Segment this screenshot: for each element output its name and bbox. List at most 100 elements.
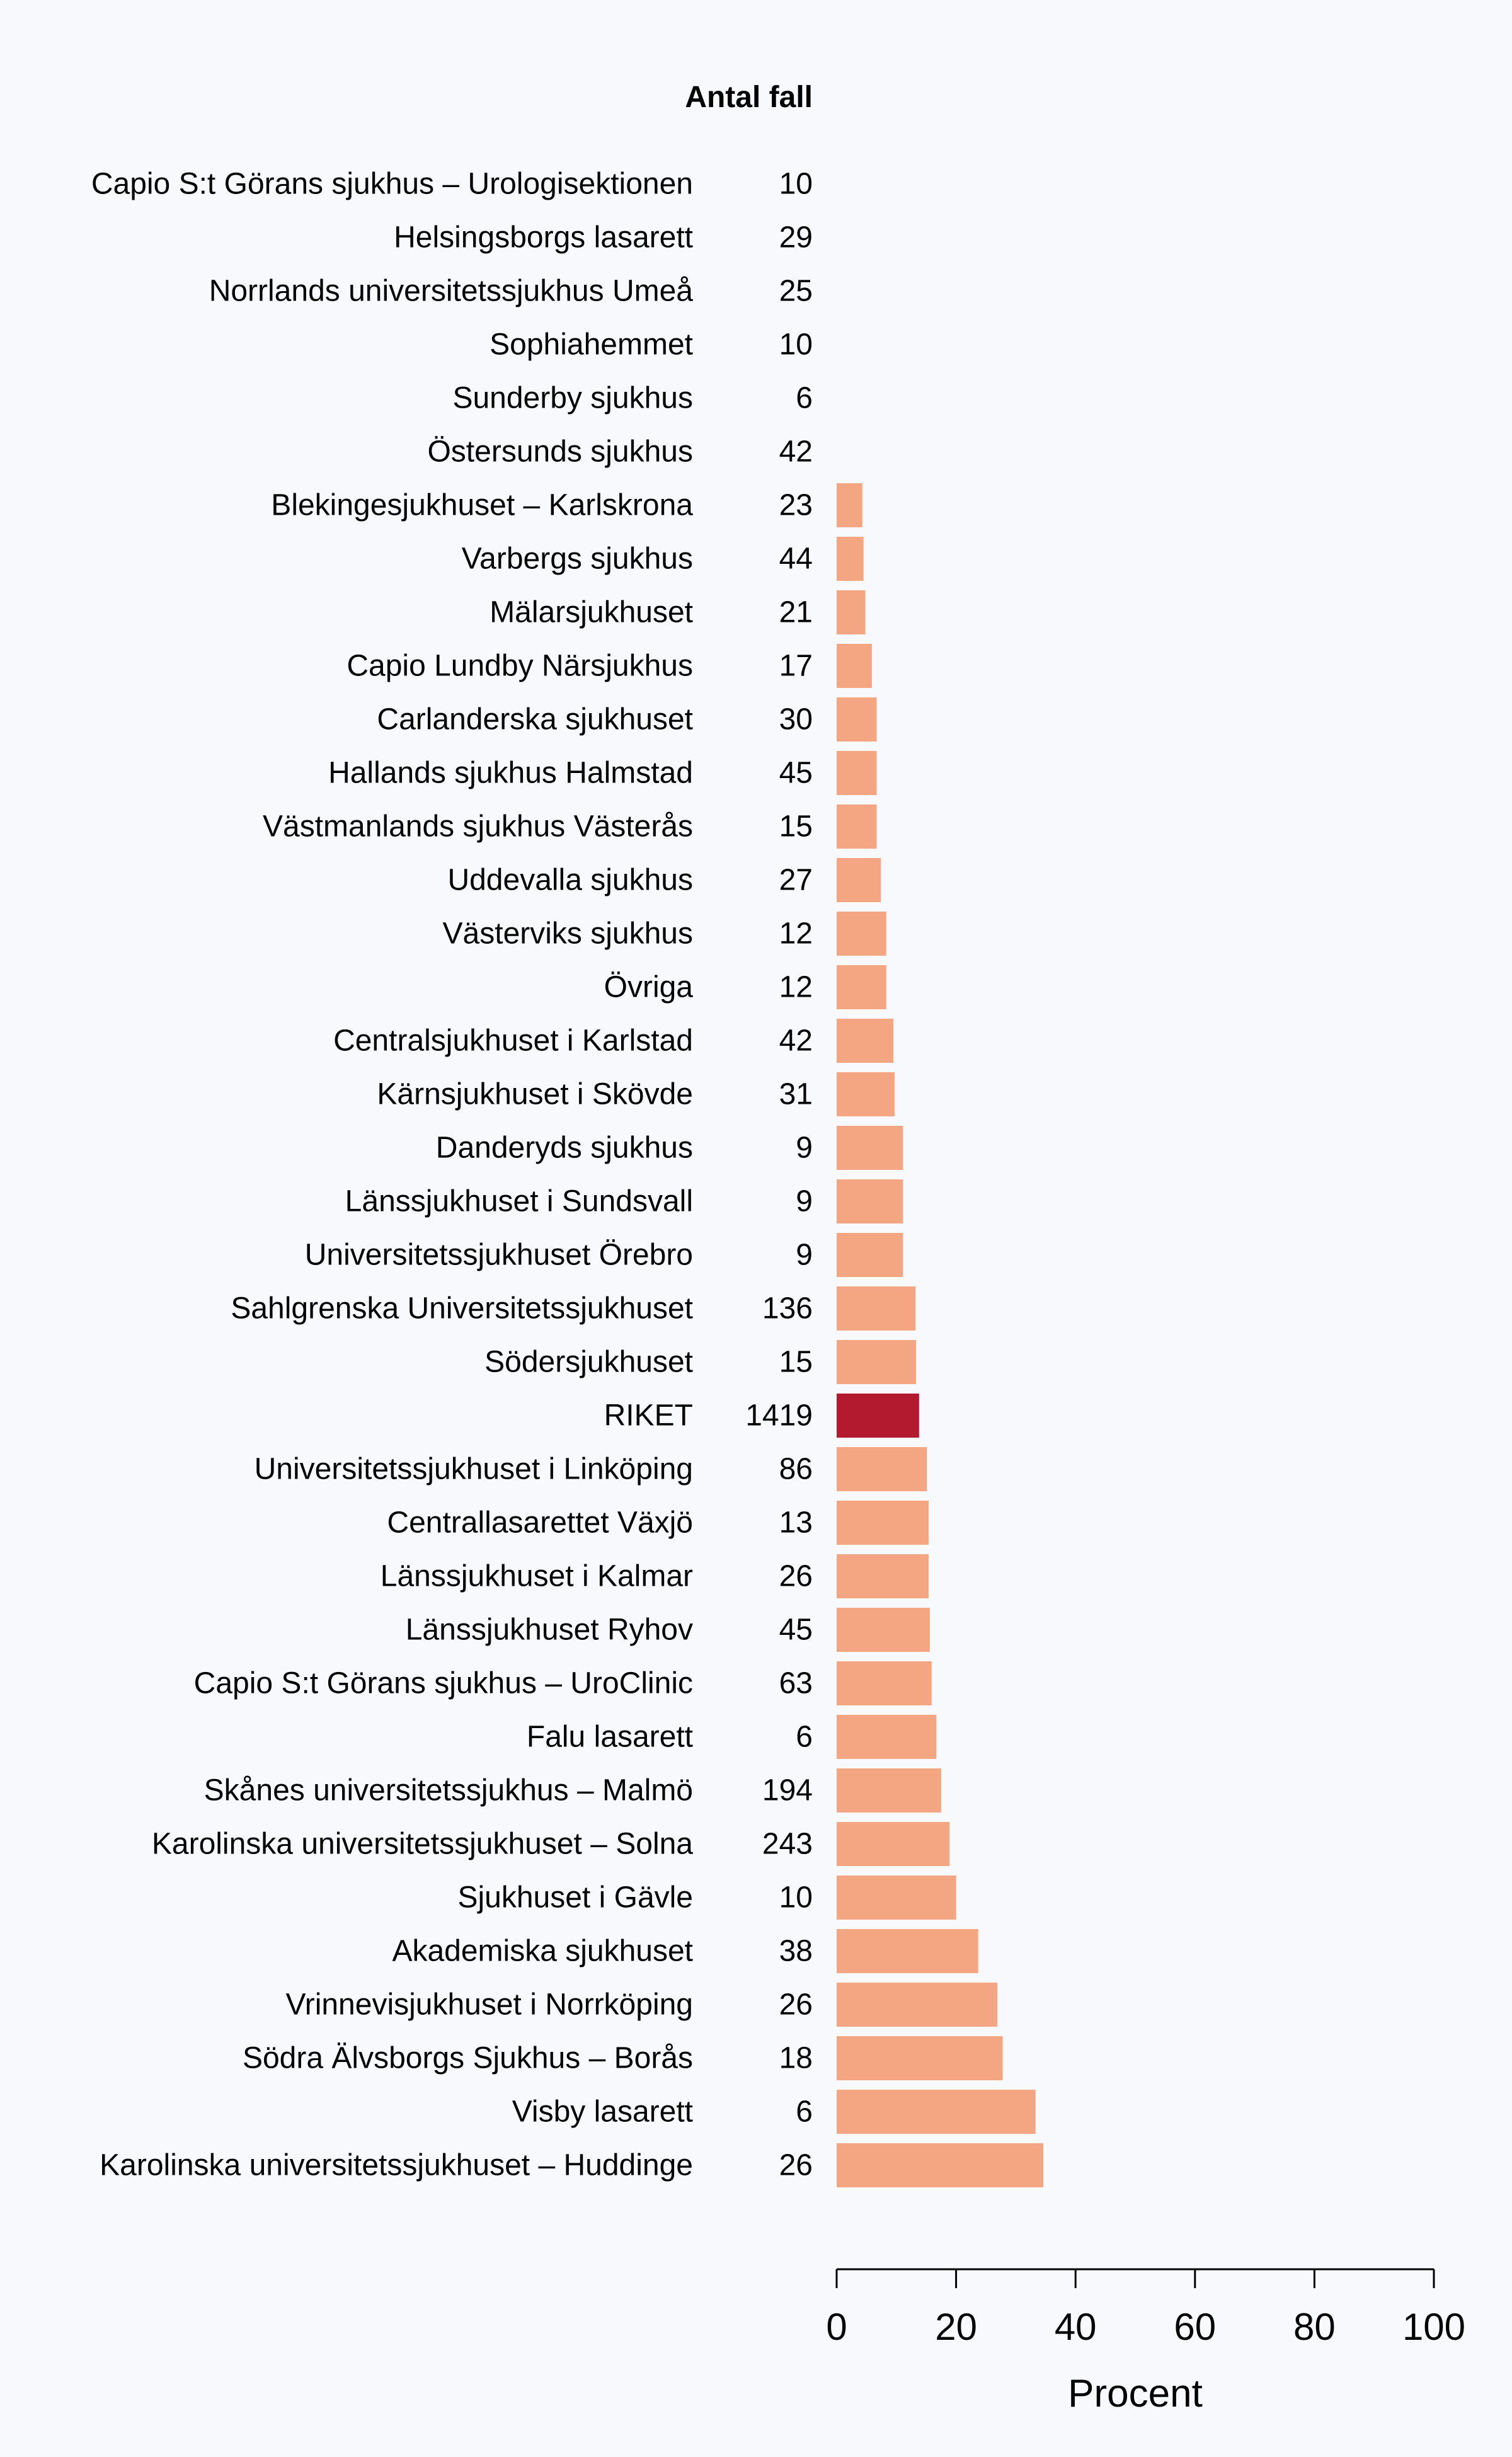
category-label: Länssjukhuset i Kalmar	[381, 1560, 693, 1593]
chart-row: Capio S:t Görans sjukhus – Urologisektio…	[91, 168, 813, 201]
x-tick-label: 0	[826, 2306, 847, 2348]
category-label: Kärnsjukhuset i Skövde	[377, 1078, 693, 1111]
chart-row: Skånes universitetssjukhus – Malmö 194	[204, 1768, 941, 1813]
x-tick-label: 80	[1293, 2306, 1336, 2348]
category-label: Östersunds sjukhus	[427, 435, 693, 469]
count-label: 23	[779, 489, 813, 522]
chart-row: Sjukhuset i Gävle 10	[457, 1876, 956, 1920]
count-label: 29	[779, 221, 813, 255]
chart-row: Vrinnevisjukhuset i Norrköping 26	[285, 1983, 998, 2027]
bar	[837, 1447, 927, 1491]
category-label: Capio S:t Görans sjukhus – UroClinic	[194, 1667, 693, 1700]
category-label: Södersjukhuset	[484, 1346, 693, 1379]
chart-row: Länssjukhuset Ryhov 45	[406, 1608, 930, 1652]
category-label: Centrallasarettet Växjö	[387, 1506, 693, 1540]
chart-row: Universitetssjukhuset Örebro 9	[305, 1233, 903, 1277]
category-label: Karolinska universitetssjukhuset – Huddi…	[100, 2149, 693, 2182]
chart-row: Karolinska universitetssjukhuset – Huddi…	[100, 2143, 1044, 2187]
chart-row: Carlanderska sjukhuset 30	[377, 697, 877, 742]
count-column-header: Antal fall	[685, 81, 813, 114]
chart-row: Västerviks sjukhus 12	[443, 912, 886, 956]
chart-row: Blekingesjukhuset – Karlskrona 23	[271, 483, 862, 527]
count-label: 15	[779, 1346, 813, 1379]
bar	[837, 965, 886, 1009]
count-label: 26	[779, 2149, 813, 2182]
bar	[837, 2090, 1036, 2134]
category-label: Södra Älvsborgs Sjukhus – Borås	[243, 2042, 693, 2075]
chart-row: Sophiahemmet 10	[490, 328, 813, 362]
chart-row: Länssjukhuset i Kalmar 26	[381, 1554, 929, 1598]
chart-row: Länssjukhuset i Sundsvall 9	[345, 1179, 903, 1223]
count-label: 194	[762, 1774, 813, 1807]
x-axis: 0 20 40 60 80 100	[826, 2268, 1465, 2348]
x-tick-label: 40	[1055, 2306, 1097, 2348]
bar	[837, 1876, 956, 1920]
bar	[837, 1822, 950, 1866]
chart-row: Akademiska sjukhuset 38	[392, 1929, 978, 1973]
category-label: Universitetssjukhuset Örebro	[305, 1239, 693, 1272]
bar	[837, 644, 872, 688]
count-label: 44	[779, 542, 813, 576]
bar	[837, 590, 866, 634]
category-label: Universitetssjukhuset i Linköping	[255, 1453, 693, 1486]
count-label: 13	[779, 1506, 813, 1540]
bar	[837, 1929, 978, 1973]
count-label: 9	[796, 1131, 813, 1165]
category-label: Sophiahemmet	[490, 328, 693, 362]
count-label: 17	[779, 650, 813, 683]
count-label: 12	[779, 917, 813, 951]
bar	[837, 1715, 937, 1759]
category-label: Sunderby sjukhus	[452, 382, 693, 415]
bar-highlight	[837, 1394, 919, 1438]
count-label: 27	[779, 864, 813, 897]
category-label: Övriga	[604, 971, 694, 1004]
bar	[837, 858, 881, 902]
chart-row: Sunderby sjukhus 6	[452, 382, 813, 415]
category-label: Hallands sjukhus Halmstad	[328, 757, 693, 790]
chart-row: Västmanlands sjukhus Västerås 15	[263, 805, 877, 849]
count-label: 86	[779, 1453, 813, 1486]
category-label: Danderyds sjukhus	[436, 1131, 693, 1165]
category-label: Helsingsborgs lasarett	[394, 221, 693, 255]
count-label: 10	[779, 1881, 813, 1915]
count-label: 15	[779, 810, 813, 844]
chart-row: Falu lasarett 6	[527, 1715, 937, 1759]
chart-row: Karolinska universitetssjukhuset – Solna…	[152, 1822, 950, 1866]
bar	[837, 697, 877, 742]
category-label: Länssjukhuset Ryhov	[406, 1613, 693, 1647]
category-label: Centralsjukhuset i Karlstad	[333, 1024, 693, 1058]
bar	[837, 2143, 1044, 2187]
chart-row: Universitetssjukhuset i Linköping 86	[255, 1447, 927, 1491]
bar	[837, 1608, 930, 1652]
count-label: 1419	[745, 1399, 813, 1433]
count-label: 42	[779, 435, 813, 469]
category-label: Vrinnevisjukhuset i Norrköping	[285, 1988, 693, 2022]
chart-row: RIKET 1419	[604, 1394, 919, 1438]
x-axis-title: Procent	[1068, 2372, 1203, 2415]
chart-row: Centralsjukhuset i Karlstad 42	[333, 1019, 894, 1063]
chart-row: Östersunds sjukhus 42	[427, 435, 813, 469]
bar	[837, 1340, 917, 1384]
count-label: 38	[779, 1935, 813, 1968]
chart-row: Capio S:t Görans sjukhus – UroClinic 63	[194, 1661, 932, 1705]
count-label: 6	[796, 1721, 813, 1754]
category-label: Sjukhuset i Gävle	[457, 1881, 693, 1915]
category-label: Norrlands universitetssjukhus Umeå	[209, 275, 694, 308]
count-label: 26	[779, 1560, 813, 1593]
count-label: 6	[796, 382, 813, 415]
chart-row: Visby lasarett 6	[512, 2090, 1036, 2134]
count-label: 10	[779, 328, 813, 362]
bar	[837, 1501, 929, 1545]
bar	[837, 1019, 894, 1063]
bar	[837, 912, 886, 956]
bar	[837, 483, 862, 527]
count-label: 42	[779, 1024, 813, 1058]
chart-row: Capio Lundby Närsjukhus 17	[346, 644, 872, 688]
count-label: 63	[779, 1667, 813, 1700]
category-label: Visby lasarett	[512, 2095, 693, 2129]
bar	[837, 1768, 941, 1813]
bar	[837, 1661, 932, 1705]
bar	[837, 751, 877, 795]
category-label: Sahlgrenska Universitetssjukhuset	[231, 1292, 693, 1326]
